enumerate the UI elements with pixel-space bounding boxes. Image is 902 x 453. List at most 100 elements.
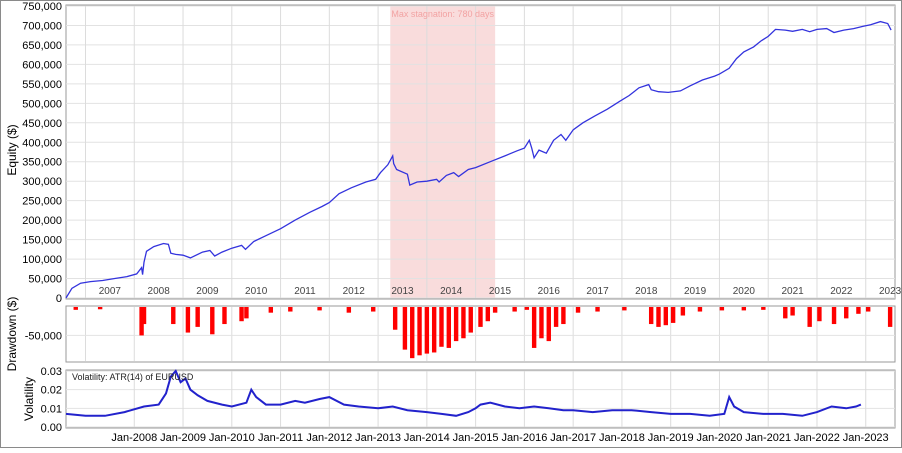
equity-year-label: 2019 [684,286,707,297]
drawdown-bar [887,307,893,327]
drawdown-bar [446,307,452,348]
drawdown-bar [697,307,703,312]
equity-year-label: 2022 [830,286,853,297]
equity-y-axis-label: Equity ($) [5,124,19,175]
drawdown-bar [553,307,559,327]
drawdown-bar [195,307,200,327]
drawdown-panel: -50,000 Drawdown ($) [5,297,896,372]
volatility-x-label: Jan-2021 [745,432,791,444]
volatility-x-label: Jan-2018 [599,432,645,444]
drawdown-bar [648,307,654,325]
drawdown-bar [424,307,430,354]
equity-y-tick-label: 350,000 [22,157,62,169]
equity-year-label: 2014 [440,286,463,297]
drawdown-bar [539,307,544,339]
drawdown-bar [546,307,551,342]
equity-year-label: 2020 [733,286,756,297]
volatility-x-label: Jan-2010 [209,432,255,444]
equity-y-tick-label: 200,000 [22,215,62,227]
drawdown-bar [561,307,566,325]
equity-grid [66,5,895,299]
equity-year-label: 2013 [391,286,414,297]
equity-y-tick-label: 500,000 [22,98,62,110]
volatility-y-axis-label: Volatility [22,377,36,421]
drawdown-bar [856,307,861,314]
equity-y-tick-label: 450,000 [22,118,62,130]
equity-y-tick-label: 150,000 [22,235,62,247]
drawdown-bars [73,307,893,359]
drawdown-bar [222,307,227,325]
drawdown-bar [719,307,725,311]
drawdown-bar [210,307,215,335]
drawdown-bar [139,307,144,336]
drawdown-bar [680,307,686,316]
drawdown-y-ticks: -50,000 [25,330,62,342]
drawdown-bar [431,307,437,353]
equity-year-label: 2017 [586,286,609,297]
drawdown-y-axis-label: Drawdown ($) [5,297,19,372]
volatility-panel: Volatility: ATR(14) of EURUSD 0.00 0.01 0.… [22,366,896,444]
equity-year-label: 2012 [343,286,366,297]
drawdown-bar [417,307,422,356]
drawdown-y-tick-label: -50,000 [25,330,62,342]
equity-y-tick-label: 0 [56,293,62,305]
volatility-x-label: Jan-2023 [843,432,889,444]
stagnation-label: Max stagnation: 780 days [391,9,494,19]
drawdown-bar [468,307,473,333]
drawdown-bar [670,307,676,323]
drawdown-bar [371,307,376,312]
drawdown-bar [656,307,661,327]
equity-y-tick-label: 400,000 [22,137,62,149]
drawdown-bar [485,307,491,322]
volatility-x-label: Jan-2020 [697,432,743,444]
drawdown-bar [817,307,822,322]
stagnation-band [390,6,496,298]
drawdown-bar [346,307,352,313]
equity-year-label: 2018 [635,286,658,297]
volatility-x-label: Jan-2015 [453,432,499,444]
drawdown-bar [288,307,293,312]
volatility-x-label: Jan-2017 [550,432,596,444]
drawdown-bar [492,307,498,313]
drawdown-grid [66,307,895,361]
drawdown-bar [595,307,600,312]
equity-y-ticks: 0 50,000 100,000 150,000 200,000 250,000 300,0… [22,1,62,305]
drawdown-bar [783,307,788,319]
equity-y-tick-label: 750,000 [22,1,62,13]
equity-year-label: 2010 [245,286,268,297]
drawdown-bar [807,307,812,327]
drawdown-bar [531,307,537,348]
drawdown-bar [844,307,849,319]
drawdown-bar [622,307,627,311]
drawdown-bar [97,307,103,310]
drawdown-bar [185,307,191,333]
volatility-x-label: Jan-2009 [160,432,206,444]
drawdown-bar [461,307,466,339]
equity-year-label: 2015 [489,286,512,297]
equity-panel: Max stagnation: 780 days 0 50,000 100,000 1… [5,1,902,305]
volatility-x-label: Jan-2011 [258,432,303,444]
volatility-y-tick-label: 0.03 [41,366,62,378]
drawdown-bar [741,307,747,311]
drawdown-bar [392,307,398,330]
equity-y-tick-label: 50,000 [28,274,62,286]
drawdown-bar [524,307,530,310]
equity-y-tick-label: 650,000 [22,40,62,52]
drawdown-bar [439,307,444,347]
volatility-series-label: Volatility: ATR(14) of EURUSD [72,372,194,382]
equity-year-label: 2021 [781,286,804,297]
volatility-y-tick-label: 0.00 [41,422,62,434]
volatility-x-label: Jan-2016 [501,432,547,444]
drawdown-bar [761,307,766,310]
drawdown-bar [244,307,249,319]
drawdown-bar [790,307,795,316]
equity-year-labels: 2007 2008 2009 2010 2011 2012 2013 2014 2015 2016… [99,286,902,297]
drawdown-bar [512,307,517,312]
equity-year-label: 2008 [148,286,171,297]
equity-y-tick-label: 100,000 [22,254,62,266]
volatility-y-tick-label: 0.01 [41,403,62,415]
volatility-x-label: Jan-2012 [306,432,352,444]
drawdown-bar [575,307,581,313]
